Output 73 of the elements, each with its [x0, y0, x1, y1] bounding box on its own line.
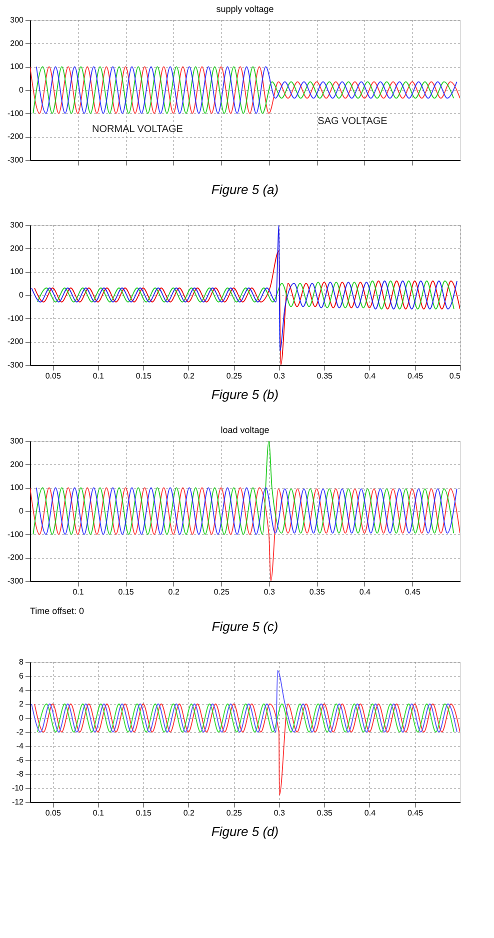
- y-tick-label: -100: [7, 108, 24, 118]
- y-tick-label: -300: [7, 360, 24, 370]
- x-tick-label: 0.2: [183, 372, 196, 380]
- y-tick-label: 6: [19, 672, 24, 680]
- caption: Figure 5 (b): [211, 387, 279, 402]
- x-tick-label: 0.35: [316, 372, 334, 380]
- y-tick-label: -200: [7, 337, 24, 346]
- y-tick-label: -200: [7, 132, 24, 142]
- x-tick-label: 0.1: [92, 808, 105, 818]
- y-tick-label: 200: [10, 38, 24, 48]
- y-tick-label: 100: [10, 483, 24, 492]
- y-tick-label: 2: [19, 700, 24, 708]
- x-tick-label: 0.3: [264, 588, 276, 596]
- x-tick-label: 0.4: [359, 588, 372, 596]
- x-tick-label: 0.25: [214, 588, 230, 596]
- x-tick-label: 0.05: [45, 808, 62, 818]
- annotation: NORMAL VOLTAGE: [92, 124, 184, 136]
- x-tick-label: 0.15: [118, 588, 134, 596]
- x-tick-label: 0.2: [168, 588, 180, 596]
- x-tick-label: 0.4: [364, 808, 376, 818]
- y-tick-label: 300: [10, 16, 24, 24]
- y-tick-label: -8: [16, 770, 24, 778]
- y-tick-label: -100: [7, 530, 24, 539]
- y-tick-label: 300: [10, 436, 24, 446]
- line-series: [31, 225, 458, 352]
- annotation: SAG VOLTAGE: [318, 116, 388, 127]
- y-tick-label: 4: [19, 686, 24, 694]
- x-tick-label: 0.5: [449, 372, 462, 380]
- x-tick-label: 0.45: [407, 372, 424, 380]
- caption: Figure 5 (c): [212, 619, 278, 634]
- y-tick-label: 100: [10, 267, 24, 276]
- y-tick-label: -100: [7, 314, 24, 323]
- y-tick-label: 0: [19, 714, 24, 722]
- y-tick-label: -12: [12, 798, 24, 806]
- x-tick-label: 0.25: [226, 808, 243, 818]
- y-tick-label: -6: [16, 756, 24, 764]
- y-tick-label: 8: [19, 658, 24, 666]
- y-tick-label: -200: [7, 553, 24, 562]
- x-tick-label: 0.3: [274, 808, 286, 818]
- line-series: [36, 487, 458, 535]
- x-tick-label: 0.45: [404, 588, 422, 596]
- x-tick-label: 0.45: [407, 808, 424, 818]
- line-series: [37, 280, 454, 310]
- y-tick-label: 300: [10, 220, 24, 230]
- y-tick-label: -2: [16, 728, 24, 736]
- line-series: [32, 441, 454, 535]
- y-tick-label: -4: [16, 742, 24, 750]
- y-tick-label: 0: [19, 86, 24, 94]
- y-tick-label: 0: [19, 506, 24, 516]
- chart-title: load voltage: [220, 425, 270, 435]
- x-tick-label: 0.35: [309, 588, 326, 596]
- caption: Figure 5 (d): [211, 824, 279, 839]
- line-series: [34, 250, 460, 365]
- y-tick-label: 100: [10, 62, 24, 72]
- x-tick-label: 0.4: [364, 372, 376, 380]
- y-tick-label: -10: [12, 784, 24, 792]
- x-tick-label: 0.1: [72, 588, 84, 596]
- x-tick-label: 0.15: [136, 372, 152, 380]
- y-tick-label: -300: [7, 576, 24, 586]
- x-tick-label: 0.25: [226, 372, 243, 380]
- y-tick-label: -300: [7, 156, 24, 164]
- chart-title: supply voltage: [216, 4, 274, 14]
- x-tick-label: 0.2: [183, 808, 196, 818]
- caption: Figure 5 (a): [211, 182, 279, 197]
- y-tick-label: 200: [10, 460, 24, 469]
- x-tick-label: 0.35: [316, 808, 334, 818]
- x-tick-label: 0.15: [136, 808, 152, 818]
- text: Time offset: 0: [30, 606, 84, 616]
- y-tick-label: 200: [10, 244, 24, 253]
- x-tick-label: 0.05: [45, 372, 62, 380]
- x-tick-label: 0.1: [92, 372, 105, 380]
- y-tick-label: 0: [19, 290, 24, 300]
- x-tick-label: 0.3: [274, 372, 286, 380]
